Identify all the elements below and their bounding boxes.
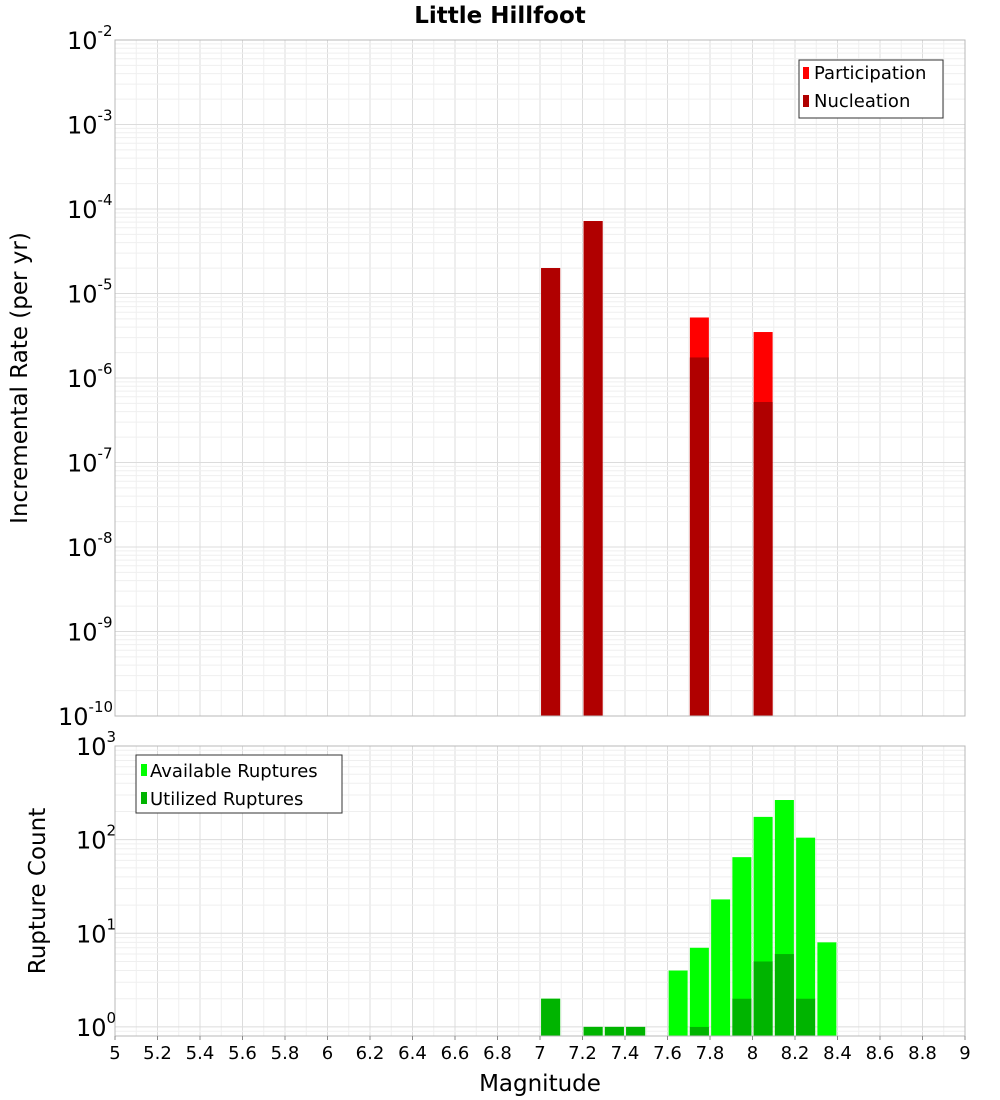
- y-tick-label: 10-8: [67, 529, 113, 562]
- x-tick-label: 8.6: [866, 1043, 895, 1064]
- x-tick-label: 5.2: [143, 1043, 172, 1064]
- x-tick-label: 7.8: [696, 1043, 725, 1064]
- bottom-legend: Available Ruptures Utilized Ruptures: [135, 754, 343, 814]
- y-tick-label: 100: [76, 1009, 116, 1042]
- x-tick-label: 7.4: [611, 1043, 640, 1064]
- y-tick-label: 10-2: [67, 22, 113, 55]
- x-tick-label: 8: [747, 1043, 758, 1064]
- bar-utilized-ruptures: [732, 998, 752, 1036]
- bar-utilized-ruptures: [689, 1026, 709, 1036]
- x-tick-label: 7.6: [653, 1043, 682, 1064]
- y-tick-label: 102: [76, 822, 116, 855]
- x-axis-label: Magnitude: [479, 1071, 601, 1097]
- y-tick-label: 10-10: [58, 698, 113, 731]
- x-tick-label: 6.4: [398, 1043, 427, 1064]
- x-tick-label: 7.2: [568, 1043, 597, 1064]
- y-tick-label: 10-9: [67, 614, 113, 647]
- legend-swatch-available: [141, 764, 147, 776]
- x-tick-label: 8.4: [823, 1043, 852, 1064]
- y-tick-label: 10-6: [67, 360, 113, 393]
- bar-nucleation: [583, 221, 603, 716]
- bar-utilized-ruptures: [774, 954, 794, 1036]
- bar-available-ruptures: [732, 857, 752, 1036]
- y-tick-label: 10-5: [67, 276, 113, 309]
- bar-utilized-ruptures: [626, 1026, 646, 1036]
- bar-available-ruptures: [817, 942, 837, 1036]
- x-tick-label: 5.8: [271, 1043, 300, 1064]
- top-chart-grid: [114, 39, 966, 717]
- top-y-axis-label: Incremental Rate (per yr): [7, 232, 33, 524]
- legend-swatch-participation: [803, 67, 809, 79]
- top-legend-box: [798, 59, 944, 119]
- bottom-chart-bars: [541, 800, 837, 1036]
- chart-title: Little Hillfoot: [414, 3, 586, 29]
- x-tick-label: 6.6: [441, 1043, 470, 1064]
- top-plot-frame: [114, 39, 966, 717]
- x-tick-label: 7: [534, 1043, 545, 1064]
- y-tick-label: 10-4: [67, 191, 113, 224]
- y-tick-label: 10-3: [67, 107, 113, 140]
- bar-nucleation: [753, 401, 773, 716]
- bar-nucleation: [541, 268, 561, 716]
- legend-swatch-utilized: [141, 792, 147, 804]
- bar-available-ruptures: [796, 837, 816, 1036]
- x-tick-label: 5: [109, 1043, 120, 1064]
- x-tick-label: 8.2: [781, 1043, 810, 1064]
- y-tick-label: 103: [76, 728, 116, 761]
- x-tick-label: 6.8: [483, 1043, 512, 1064]
- top-y-ticks: 10-10 10-9 10-8 10-7 10-6 10-5 10-4 10-3 10-2: [58, 22, 113, 731]
- bar-available-ruptures: [711, 899, 731, 1036]
- bar-available-ruptures: [668, 970, 688, 1036]
- bottom-y-axis-label: Rupture Count: [25, 808, 51, 974]
- x-tick-label: 6.2: [356, 1043, 385, 1064]
- bar-available-ruptures: [689, 947, 709, 1036]
- bar-utilized-ruptures: [541, 998, 561, 1036]
- legend-swatch-nucleation: [803, 95, 809, 107]
- bar-utilized-ruptures: [604, 1026, 624, 1036]
- bar-nucleation: [689, 357, 709, 716]
- bottom-legend-box: [135, 754, 343, 814]
- top-chart-bars: [541, 221, 773, 716]
- bar-utilized-ruptures: [753, 961, 773, 1036]
- x-tick-label: 8.8: [908, 1043, 937, 1064]
- legend-label-utilized: Utilized Ruptures: [150, 789, 303, 810]
- x-tick-label: 5.4: [186, 1043, 215, 1064]
- x-tick-label: 9: [959, 1043, 970, 1064]
- legend-label-available: Available Ruptures: [150, 761, 318, 782]
- top-legend: Participation Nucleation: [798, 59, 944, 119]
- bar-utilized-ruptures: [583, 1026, 603, 1036]
- bar-utilized-ruptures: [796, 998, 816, 1036]
- y-tick-label: 101: [76, 915, 116, 948]
- x-tick-label: 6: [322, 1043, 333, 1064]
- legend-label-participation: Participation: [814, 63, 926, 84]
- x-tick-label: 5.6: [228, 1043, 257, 1064]
- y-tick-label: 10-7: [67, 445, 113, 478]
- bottom-y-ticks: 100 101 102 103: [76, 728, 116, 1042]
- bottom-x-ticks: 5 5.2 5.4 5.6 5.8 6 6.2 6.4 6.6 6.8 7 7.2 7.4 7.6 7.8 8…: [109, 1036, 971, 1064]
- legend-label-nucleation: Nucleation: [814, 91, 910, 112]
